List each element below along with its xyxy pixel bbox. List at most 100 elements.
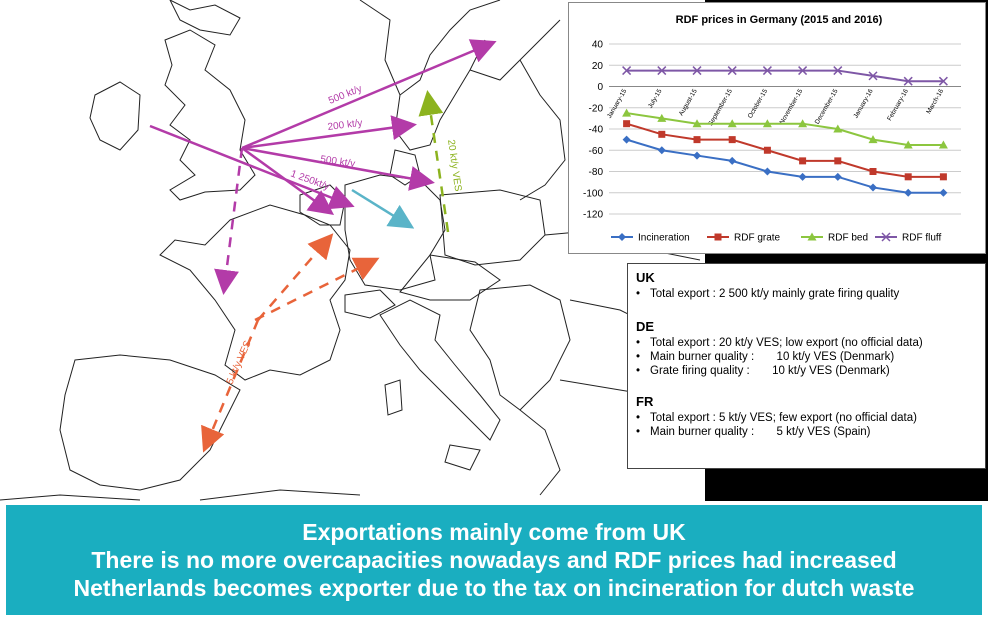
data-point — [938, 76, 948, 86]
fr-title: FR — [636, 394, 654, 409]
data-point — [658, 130, 666, 138]
data-point — [833, 66, 843, 76]
data-point — [763, 167, 772, 176]
data-point — [693, 136, 701, 144]
data-point — [939, 188, 948, 197]
rdf-price-chart: RDF prices in Germany (2015 and 2016) 40… — [568, 2, 986, 254]
banner-line-1: Exportations mainly come from UK — [302, 519, 686, 545]
data-point — [868, 71, 878, 81]
data-point — [904, 173, 912, 181]
data-point — [762, 119, 772, 128]
uk-flows — [149, 39, 497, 295]
data-point — [657, 66, 667, 76]
list-item: • Total export : 5 kt/y VES; few export (… — [636, 412, 917, 424]
x-tick-label: August-15 — [678, 88, 699, 117]
legend-label: RDF grate — [734, 233, 781, 244]
data-point — [762, 66, 772, 76]
fr-arrow-spain — [201, 319, 260, 453]
flow-arrow-500-a — [241, 39, 497, 150]
data-point — [728, 156, 737, 165]
data-point — [903, 140, 913, 149]
y-tick-label: -80 — [589, 167, 604, 178]
data-point — [727, 66, 737, 76]
flow-label-fr: 5 kt/y VES — [225, 339, 254, 386]
fr-arrow-east — [254, 257, 380, 322]
data-point — [938, 140, 948, 149]
data-point — [798, 66, 808, 76]
y-tick-label: -120 — [583, 210, 603, 221]
flow-arrow-200 — [241, 115, 417, 150]
list-item: • Main burner quality : 10 kt/y VES (Denm… — [636, 351, 895, 363]
flow-label-200: 200 kt/y — [327, 118, 363, 133]
list-item: • Total export : 2 500 kt/y mainly grate … — [636, 288, 900, 300]
uk-section: UK • Total export : 2 500 kt/y mainly gra… — [636, 270, 977, 301]
series-line — [626, 122, 944, 178]
flow-arrow-500-b — [241, 146, 435, 191]
de-title: DE — [636, 319, 655, 334]
y-tick-label: 0 — [597, 82, 603, 93]
x-tick-label: October-15 — [747, 88, 770, 120]
x-tick-label: January-16 — [852, 88, 875, 120]
flow-label-500-b: 500 kt/y — [320, 154, 356, 170]
nl-export-arrow — [351, 188, 415, 229]
legend-label: RDF fluff — [902, 233, 941, 244]
series-line — [626, 112, 944, 146]
list-item: • Grate firing quality : 10 kt/y VES (Den… — [636, 365, 890, 377]
data-point — [903, 76, 913, 86]
data-point — [939, 173, 947, 181]
data-point — [693, 151, 701, 160]
data-point — [622, 66, 632, 76]
series-line — [626, 69, 944, 83]
data-point — [798, 172, 807, 181]
data-point — [622, 108, 632, 117]
de-section: DE • Total export : 20 kt/y VES; low expo… — [636, 319, 977, 378]
data-point — [807, 232, 817, 241]
chart-canvas: RDF prices in Germany (2015 and 2016) 40… — [583, 14, 961, 244]
data-point — [657, 113, 667, 122]
flow-label-de: 20 kt/y VES — [445, 139, 463, 193]
data-point — [869, 183, 877, 192]
data-point — [881, 232, 891, 242]
flow-arrow-nl — [241, 146, 335, 215]
data-point — [834, 157, 842, 165]
legend-label: RDF bed — [828, 233, 868, 244]
de-export-arrow — [418, 90, 450, 233]
x-tick-label: March-16 — [925, 88, 945, 116]
chart-title: RDF prices in Germany (2015 and 2016) — [676, 14, 883, 26]
y-tick-label: -20 — [589, 103, 604, 114]
list-item: • Main burner quality : 5 kt/y VES (Spain… — [636, 426, 871, 438]
data-point — [904, 188, 913, 197]
data-point — [657, 146, 666, 155]
uk-title: UK — [636, 270, 655, 285]
x-tick-label: February-16 — [886, 88, 910, 122]
y-tick-label: 40 — [592, 40, 604, 51]
data-point — [798, 119, 808, 128]
data-point — [833, 172, 842, 181]
y-tick-label: -40 — [589, 125, 604, 136]
x-tick-label: July-15 — [647, 88, 664, 110]
map-canvas: 500 kt/y 200 kt/y 500 kt/y 1 250kt/y 20 … — [0, 0, 705, 501]
list-item: • Total export : 20 kt/y VES; low export … — [636, 337, 923, 349]
data-point — [714, 233, 722, 241]
y-tick-label: -100 — [583, 188, 603, 199]
series-line — [626, 138, 944, 194]
data-point — [622, 135, 631, 144]
data-point — [868, 135, 878, 144]
export-info-box: UK • Total export : 2 500 kt/y mainly gra… — [627, 263, 986, 469]
banner-line-3: Netherlands becomes exporter due to the … — [73, 575, 915, 601]
banner-line-2: There is no more overcapacities nowadays… — [91, 547, 897, 573]
flow-arrow-fr-dashed — [214, 147, 244, 295]
data-point — [763, 146, 771, 154]
data-point — [728, 136, 736, 144]
data-point — [833, 124, 843, 133]
data-point — [692, 119, 702, 128]
fr-flows — [201, 233, 380, 453]
legend-label: Incineration — [638, 233, 690, 244]
y-tick-label: -60 — [589, 146, 604, 157]
fr-arrow-north — [257, 233, 334, 321]
y-tick-label: 20 — [592, 61, 604, 72]
summary-banner: Exportations mainly come from UK There i… — [0, 501, 988, 619]
x-tick-label: December-15 — [814, 88, 840, 126]
data-point — [618, 233, 626, 241]
data-point — [727, 119, 737, 128]
